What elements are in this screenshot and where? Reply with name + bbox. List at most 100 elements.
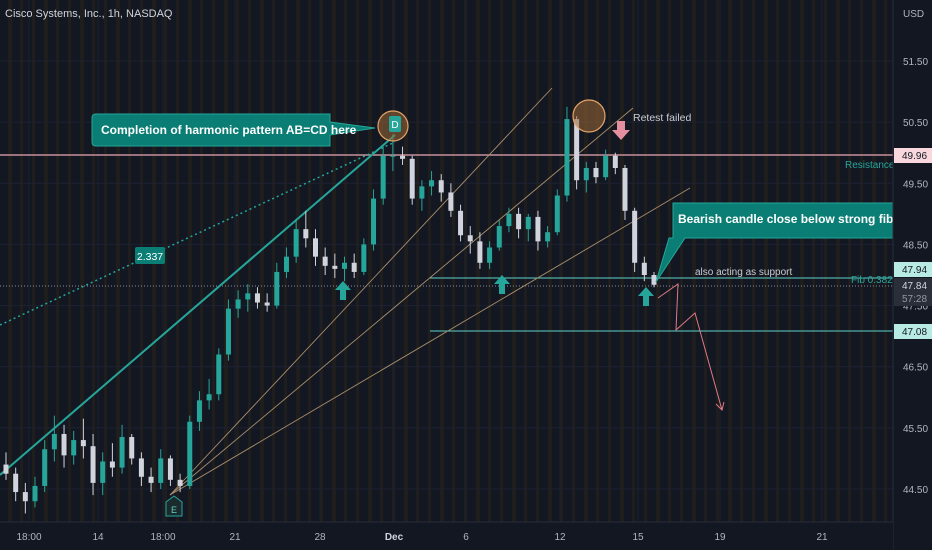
point-e-marker[interactable]: E [165, 495, 183, 517]
session-band [872, 0, 876, 522]
time-tick-label: 21 [816, 532, 828, 543]
candle-body [61, 433, 67, 456]
candle [177, 473, 183, 493]
time-tick-label: 12 [554, 532, 566, 543]
candle-body [371, 198, 377, 245]
candle-body [458, 210, 464, 236]
price-ticks: 51.50 50.50 49.50 48.50 47.50 46.50 45.50 44.50 [903, 57, 928, 496]
fan-line-3[interactable] [169, 187, 691, 496]
candle [3, 452, 9, 480]
session-band [716, 0, 719, 522]
session-band [608, 0, 611, 522]
price-tick-label: 45.50 [903, 424, 928, 435]
bar-countdown: 57:28 [902, 294, 927, 305]
time-tick-label: 18:00 [150, 532, 175, 543]
candle [632, 207, 638, 272]
session-band [272, 0, 275, 522]
candle-body [612, 155, 618, 168]
harmonic-callout[interactable]: Completion of harmonic pattern AB=CD her… [91, 113, 376, 147]
highlight-circle-retest[interactable] [572, 99, 606, 133]
candle [13, 467, 19, 502]
candle-body [71, 440, 77, 456]
candle-body [583, 168, 589, 181]
candle [496, 219, 502, 251]
candle [129, 433, 135, 465]
candle-body [100, 461, 106, 483]
candle-body [312, 238, 318, 257]
candle [535, 210, 541, 251]
fib-label: Fib 0.382 [851, 275, 893, 286]
candle [516, 207, 522, 239]
candle-body [516, 213, 522, 230]
candle-body [32, 485, 38, 502]
candle-body [148, 476, 154, 483]
candle [622, 164, 628, 220]
session-band [740, 0, 743, 522]
up-arrow-icon [494, 275, 510, 294]
price-tick-label: 51.50 [903, 57, 928, 68]
candle [225, 299, 231, 361]
candle [506, 207, 512, 233]
fan-line-1[interactable] [169, 87, 553, 496]
candle [138, 452, 144, 486]
time-tick-label: 6 [463, 532, 469, 543]
candle-body [554, 195, 560, 233]
candle [32, 476, 38, 508]
candle [525, 213, 531, 242]
candle [254, 287, 260, 309]
session-band [656, 0, 660, 522]
candle-body [342, 262, 348, 269]
point-d-label: D [391, 120, 398, 131]
session-band [440, 0, 444, 522]
candle-body [400, 155, 406, 159]
candle-body [3, 464, 9, 474]
candle [545, 226, 551, 248]
fan-line-2[interactable] [169, 107, 634, 496]
session-band [776, 0, 779, 522]
time-tick-label: 28 [314, 532, 326, 543]
resistance-price-tag: 49.96 [894, 148, 932, 163]
time-tick-label: Dec [385, 532, 404, 543]
time-axis[interactable] [0, 522, 893, 550]
measure-label[interactable]: 2.337 [135, 247, 165, 264]
candle-body [254, 293, 260, 303]
session-band [212, 0, 215, 522]
price-tick-label: 47.50 [903, 302, 928, 313]
session-band [104, 0, 107, 522]
time-ticks: 18:00 14 18:00 21 28 Dec 6 12 15 19 21 [16, 532, 828, 543]
time-tick-label: 15 [632, 532, 644, 543]
candle [351, 253, 357, 279]
time-tick-label: 14 [92, 532, 104, 543]
session-band [320, 0, 323, 522]
candle [429, 171, 435, 196]
fan-lines[interactable] [169, 87, 691, 496]
candle-body [419, 186, 425, 199]
session-band [80, 0, 84, 522]
candle-body [245, 293, 251, 300]
candle [71, 430, 77, 465]
candle-body [390, 155, 396, 157]
point-d-marker[interactable]: D [389, 116, 401, 132]
session-band [500, 0, 503, 522]
candle [274, 262, 280, 309]
candle-body [438, 180, 444, 193]
candle-body [361, 244, 367, 272]
session-band [128, 0, 131, 522]
session-band [116, 0, 120, 522]
session-band [848, 0, 851, 522]
session-band [296, 0, 300, 522]
candle [187, 415, 193, 489]
harmonic-cd-leg[interactable] [0, 134, 396, 476]
candle-body [332, 265, 338, 269]
resistance-price: 49.96 [902, 151, 927, 162]
up-arrow-icon [335, 281, 351, 300]
session-band [188, 0, 192, 522]
projection-path[interactable] [657, 283, 723, 411]
session-band [752, 0, 755, 522]
session-band [428, 0, 431, 522]
candle-body [216, 354, 222, 395]
candle [371, 189, 377, 251]
candle-body [574, 119, 580, 181]
candle-body [119, 437, 125, 468]
